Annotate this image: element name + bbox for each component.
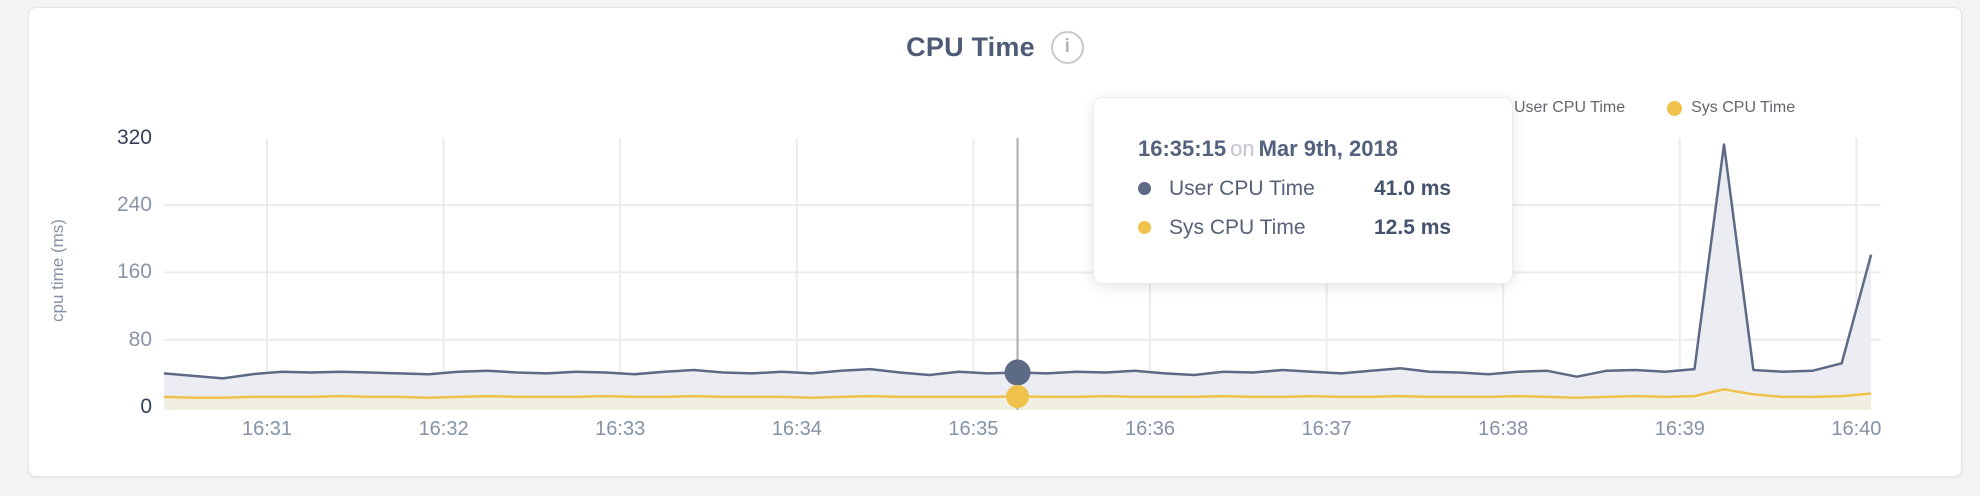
chart-title: CPU Time (906, 31, 1035, 62)
x-tick-label: 16:35 (948, 418, 999, 440)
x-tick-label: 16:33 (595, 418, 646, 440)
legend-item[interactable]: Sys CPU Time (1667, 99, 1795, 117)
tooltip-series-value: 12.5 ms (1374, 215, 1452, 239)
x-tick-label: 16:38 (1478, 418, 1529, 440)
tooltip-time: 16:35:15 (1138, 136, 1227, 161)
legend-dot-icon (1667, 100, 1683, 116)
y-tick-label: 0 (140, 395, 152, 418)
highlight-dot-sys (1006, 384, 1030, 408)
tooltip-row: User CPU Time 41.0 ms (1138, 176, 1482, 201)
x-tick-label: 16:40 (1831, 418, 1882, 440)
y-tick-label: 160 (116, 260, 152, 284)
info-icon[interactable]: i (1050, 30, 1084, 64)
plot-area[interactable] (163, 138, 1881, 410)
legend-label: Sys CPU Time (1691, 99, 1796, 116)
x-tick-label: 16:39 (1654, 418, 1705, 440)
chart-tooltip: 16:35:15 on Mar 9th, 2018 User CPU Time 41.… (1093, 97, 1513, 284)
x-tick-label: 16:31 (241, 418, 293, 440)
tooltip-date: Mar 9th, 2018 (1258, 136, 1398, 161)
chart-legend: User CPU Time Sys CPU Time (1490, 99, 1795, 117)
y-tick-label: 240 (116, 193, 152, 217)
y-tick-label: 80 (128, 327, 152, 351)
x-tick-label: 16:32 (418, 418, 469, 440)
tooltip-series-label: User CPU Time (1169, 176, 1315, 200)
tooltip-series-dot-icon (1138, 182, 1151, 195)
y-axis-title-text: cpu time (ms) (48, 219, 67, 322)
x-tick-label: 16:37 (1301, 418, 1352, 440)
chart-header: CPU Time i (28, 28, 1962, 66)
tooltip-row: Sys CPU Time 12.5 ms (1138, 215, 1482, 240)
tooltip-series-value: 41.0 ms (1374, 176, 1452, 200)
tooltip-series-label: Sys CPU Time (1169, 215, 1306, 239)
tooltip-rows: User CPU Time 41.0 ms Sys CPU Time 12.5 ms (1138, 176, 1482, 240)
user-cpu-area (164, 144, 1872, 410)
tooltip-conjunction: on (1230, 136, 1255, 161)
legend-label: User CPU Time (1514, 99, 1626, 116)
highlight-dot-user (1004, 359, 1031, 386)
tooltip-series-dot-icon (1138, 221, 1151, 234)
x-tick-label: 16:36 (1124, 418, 1176, 440)
y-tick-label: 320 (116, 125, 152, 149)
x-tick-label: 16:34 (771, 418, 822, 440)
tooltip-header: 16:35:15 on Mar 9th, 2018 (1138, 136, 1482, 162)
